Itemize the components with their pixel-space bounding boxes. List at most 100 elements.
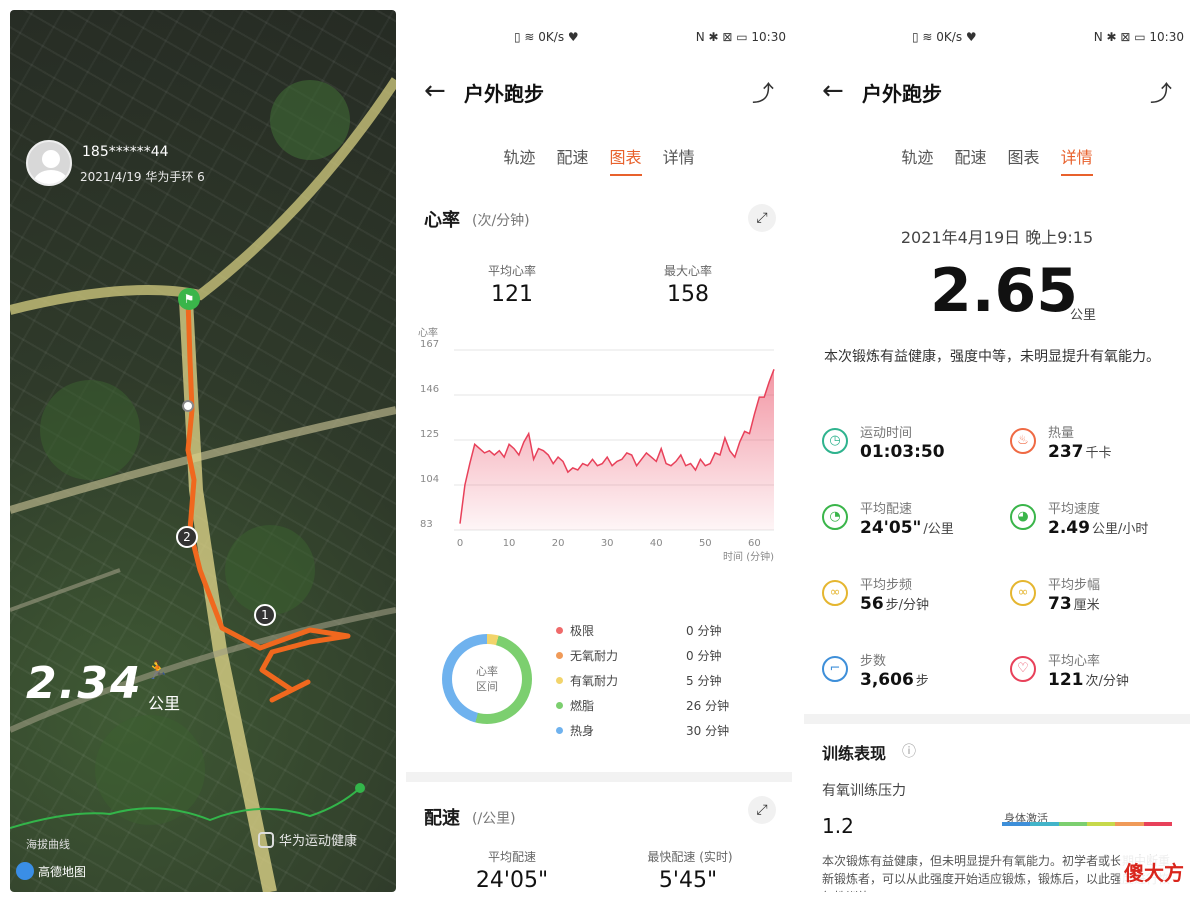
metric-label: 平均心率 [1048, 654, 1101, 669]
back-arrow-icon[interactable]: ← [424, 76, 446, 106]
metric-value: 73 厘米 [1048, 594, 1100, 614]
heart-rate-title: 心率 [424, 210, 460, 231]
metric-label: 热量 [1048, 426, 1075, 441]
metric-value: 237 千卡 [1048, 442, 1112, 462]
stride-icon: ∞ [1010, 580, 1036, 606]
load-level-label: 身体激活 [1004, 812, 1048, 825]
chart-panel: ▯ ≋ 0K/s ♥ N ✱ ⊠ ▭ 10:30 ← 户外跑步 ⤴ 轨迹 配速 … [406, 10, 792, 892]
page-title: 户外跑步 [464, 82, 544, 106]
map-distance-value: 2.34 [26, 658, 143, 709]
zone-row: 有氧耐力 5 分钟 [556, 672, 756, 692]
avg-pace-label: 平均配速 [487, 850, 536, 864]
y-tick-label: 125 [420, 429, 439, 440]
tab-pace[interactable]: 配速 [954, 148, 987, 167]
health-logo-icon [258, 831, 274, 848]
x-tick-label: 20 [552, 538, 565, 549]
metric-cadence: ∞ 平均步频 56 步/分钟 [822, 574, 1002, 624]
status-left: ▯ ≋ 0K/s ♥ [912, 30, 977, 44]
metric-number: 73 [1048, 594, 1072, 614]
tab-bar: 轨迹 配速 图表 详情 [406, 144, 792, 176]
satellite-map[interactable] [10, 10, 396, 892]
tab-track[interactable]: 轨迹 [503, 148, 536, 167]
load-level-bar [1002, 822, 1172, 826]
map-distance-unit: 公里 [148, 694, 181, 713]
user-device-date: 2021/4/19 华为手环 6 [80, 170, 205, 184]
zone-minutes: 0 分钟 [686, 649, 722, 663]
zone-row: 无氧耐力 0 分钟 [556, 647, 756, 667]
y-axis-label: 心率 [418, 326, 438, 339]
tab-chart[interactable]: 图表 [1007, 148, 1040, 167]
section-divider [804, 714, 1190, 724]
donut-center: 心率 区间 [452, 644, 522, 714]
metric-duration: ◷ 运动时间 01:03:50 [822, 422, 1002, 472]
bar-segment [1086, 822, 1116, 826]
share-route-icon[interactable]: ⤴ [1149, 82, 1172, 107]
pace-unit: (/公里) [472, 811, 516, 827]
metric-value: 56 步/分钟 [860, 594, 929, 614]
x-tick-label: 0 [457, 538, 463, 549]
waypoint-marker [182, 400, 194, 412]
map-brand-text: 高德地图 [38, 864, 87, 879]
share-route-icon[interactable]: ⤴ [751, 82, 774, 107]
zone-row: 燃脂 26 分钟 [556, 697, 756, 717]
tab-details[interactable]: 详情 [662, 148, 695, 167]
status-bar: ▯ ≋ 0K/s ♥ N ✱ ⊠ ▭ 10:30 [804, 30, 1190, 50]
heart-rate-area [460, 369, 774, 530]
training-note-text: 本次锻炼有益健康，但未明显提升有氧能力。初学者或长期中断重新锻炼者，可以从此强度… [822, 854, 1171, 886]
metric-unit: 公里/小时 [1091, 522, 1149, 537]
heart-rate-chart[interactable]: 心率 83 104 125 146 167 0 10 20 30 40 50 60 时间 (分钟) [418, 320, 790, 580]
metric-label: 平均配速 [860, 502, 913, 517]
y-tick-label: 146 [420, 384, 439, 395]
y-tick-label: 167 [420, 339, 439, 350]
avatar[interactable] [26, 140, 72, 186]
metric-label: 步数 [860, 654, 887, 669]
info-icon[interactable]: ⓘ [902, 744, 916, 760]
section-divider [406, 772, 792, 782]
metric-calories: ♨ 热量 237 千卡 [1010, 422, 1190, 472]
zone-name: 燃脂 [570, 699, 595, 713]
zone-name: 有氧耐力 [570, 674, 619, 688]
bar-segment [1030, 822, 1059, 826]
zone-row: 极限 0 分钟 [556, 622, 756, 642]
y-tick-label: 104 [420, 474, 439, 485]
x-tick-label: 50 [699, 538, 712, 549]
zone-name: 极限 [570, 624, 595, 638]
metric-number: 237 [1048, 442, 1084, 462]
map-logo-icon [16, 862, 34, 880]
tab-track[interactable]: 轨迹 [901, 148, 934, 167]
training-note: 本次锻炼有益健康，但未明显提升有氧能力。初学者或长期中断重新锻炼者，可以从此强度… [822, 852, 1172, 892]
y-tick-label: 83 [420, 519, 433, 530]
zone-dot [556, 677, 563, 684]
metric-number: 3,606 [860, 670, 914, 690]
metric-number: 56 [860, 594, 884, 614]
watermark: 傻大方 [1120, 855, 1188, 888]
back-arrow-icon[interactable]: ← [822, 76, 844, 106]
total-distance: 2.65 [930, 256, 1079, 326]
zone-name: 无氧耐力 [570, 649, 619, 663]
expand-pace-button[interactable]: ⤢ [748, 796, 776, 824]
route-map-panel[interactable]: ⚑ 2 1 185******44 2021/4/19 华为手环 6 2.34 … [10, 10, 396, 892]
metric-avg-speed: ◕ 平均速度 2.49 公里/小时 [1010, 498, 1190, 548]
heart-rate-unit: (次/分钟) [472, 213, 530, 229]
tab-details[interactable]: 详情 [1060, 144, 1093, 176]
donut-label-1: 心率 [476, 665, 498, 678]
tab-chart[interactable]: 图表 [609, 144, 642, 176]
bar-segment [1115, 822, 1144, 826]
max-hr-value: 158 [667, 282, 709, 307]
metric-value: 24'05"/公里 [860, 518, 954, 538]
metric-avg-heart-rate: ♡ 平均心率 121 次/分钟 [1010, 650, 1190, 700]
heart-rate-line [459, 369, 775, 524]
km-marker-1: 1 [254, 604, 276, 626]
runner-icon: 🏃 [146, 660, 169, 681]
metric-stride: ∞ 平均步幅 73 厘米 [1010, 574, 1190, 624]
metric-value: 3,606 步 [860, 670, 929, 690]
metric-label: 运动时间 [860, 426, 913, 441]
x-tick-label: 30 [601, 538, 614, 549]
bar-segment [1143, 822, 1172, 826]
metric-number: 01:03:50 [860, 442, 945, 462]
user-name: 185******44 [82, 144, 169, 160]
tab-pace[interactable]: 配速 [556, 148, 589, 167]
expand-chart-button[interactable]: ⤢ [748, 204, 776, 232]
footprint-icon: ∞ [822, 580, 848, 606]
